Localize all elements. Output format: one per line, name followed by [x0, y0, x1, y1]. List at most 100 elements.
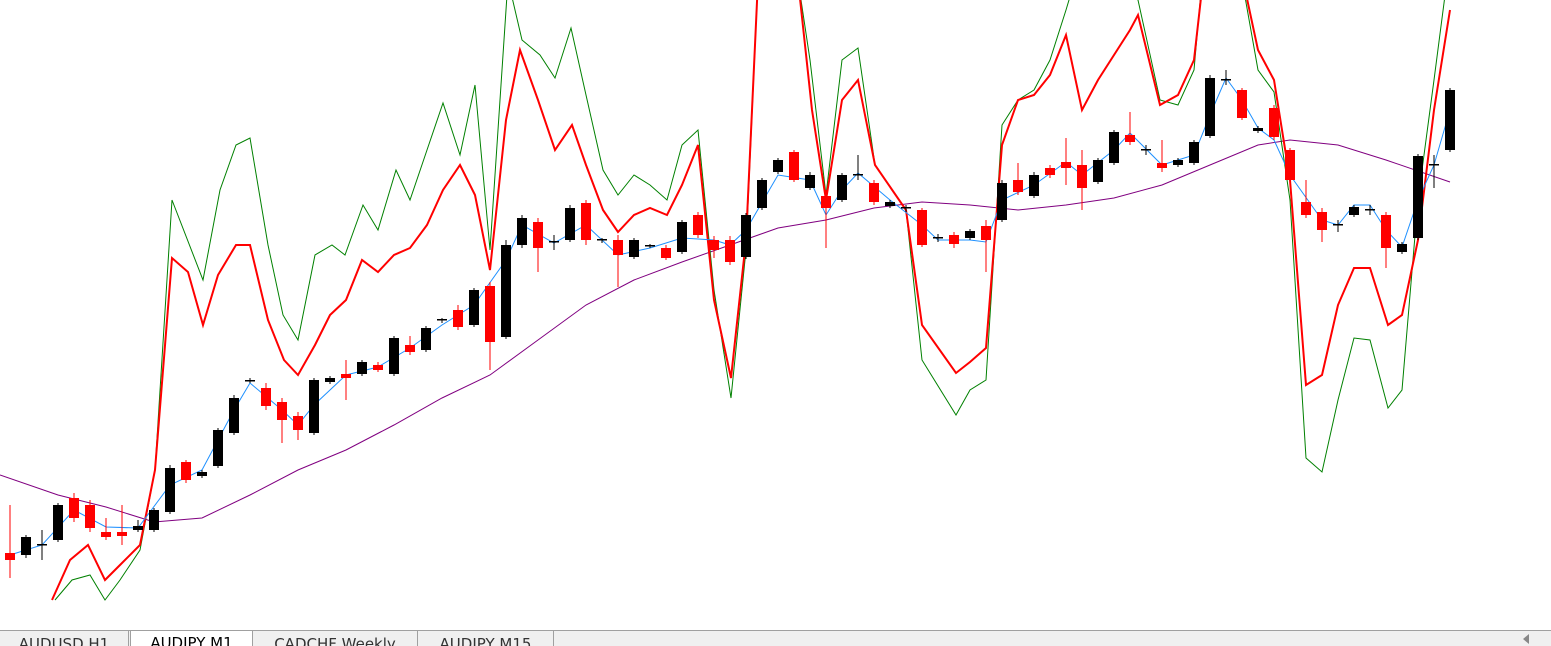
candle-body: [709, 240, 719, 250]
candle-body: [1077, 165, 1087, 188]
candle-body: [1221, 79, 1231, 81]
symbol-tab[interactable]: AUDJPY,M15: [418, 631, 554, 646]
candle-body: [325, 378, 335, 382]
candle-body: [885, 202, 895, 206]
symbol-tab[interactable]: AUDJPY,M1: [130, 631, 253, 646]
candle-body: [37, 544, 47, 546]
candle-body: [485, 286, 495, 342]
candle-body: [1173, 160, 1183, 165]
candle-body: [277, 402, 287, 420]
candle-body: [741, 215, 751, 257]
candle-body: [1237, 90, 1247, 118]
candle-body: [421, 328, 431, 350]
candle-body: [773, 160, 783, 172]
candle-body: [629, 240, 639, 257]
candle-body: [725, 240, 735, 262]
candle-body: [869, 183, 879, 202]
candle-body: [1445, 90, 1455, 150]
candle-body: [1285, 150, 1295, 180]
candle-body: [821, 196, 831, 208]
scroll-left-arrow[interactable]: [1523, 634, 1529, 644]
candle-body: [1413, 156, 1423, 238]
candle-body: [1205, 78, 1215, 136]
candle-body: [917, 210, 927, 245]
candle-body: [181, 462, 191, 480]
candle-body: [501, 245, 511, 337]
candle-body: [1269, 108, 1279, 137]
candle-body: [1381, 215, 1391, 248]
candle-body: [789, 152, 799, 180]
candle-body: [53, 505, 63, 540]
candle-body: [1301, 202, 1311, 215]
candle-body: [21, 537, 31, 555]
candle-body: [1061, 162, 1071, 168]
candle-body: [645, 245, 655, 247]
candle-body: [389, 338, 399, 374]
candle-body: [133, 526, 143, 530]
candle-body: [549, 241, 559, 243]
price-chart: [0, 0, 1455, 601]
candle-body: [597, 239, 607, 241]
candle-body: [565, 208, 575, 240]
candle-body: [1349, 207, 1359, 215]
candle-body: [517, 218, 527, 245]
candle-body: [965, 231, 975, 238]
candle-body: [949, 235, 959, 244]
candle-body: [1093, 160, 1103, 182]
candle-body: [85, 505, 95, 528]
candle-body: [581, 203, 591, 240]
candle-body: [1333, 224, 1343, 226]
candle-body: [213, 430, 223, 466]
candle-body: [757, 180, 767, 208]
symbol-tab[interactable]: AUDUSD,H1: [0, 631, 129, 646]
candle-body: [69, 498, 79, 518]
candle-body: [805, 175, 815, 188]
indicator-line: [9, 76, 1451, 556]
candle-body: [693, 215, 703, 235]
candle-body: [437, 319, 447, 321]
candle-body: [117, 532, 127, 536]
candle-body: [101, 532, 111, 537]
candle-body: [229, 398, 239, 433]
candle-body: [1429, 164, 1439, 166]
tab-bar: AUDUSD,H1 AUDJPY,M1 CADCHF,Weekly AUDJPY,M1…: [0, 630, 1551, 646]
candle-body: [1317, 212, 1327, 230]
candle-body: [309, 380, 319, 433]
candle-body: [357, 362, 367, 374]
candle-body: [1029, 175, 1039, 196]
candle-body: [1109, 132, 1119, 163]
candle-body: [997, 183, 1007, 220]
candle-body: [613, 240, 623, 255]
candle-body: [853, 174, 863, 176]
candle-body: [981, 226, 991, 240]
candle-body: [165, 468, 175, 512]
symbol-tab[interactable]: CADCHF,Weekly: [253, 631, 418, 646]
plot-area: [0, 0, 1455, 601]
candle-body: [197, 472, 207, 476]
candle-body: [1189, 142, 1199, 163]
candle-body: [405, 345, 415, 352]
candle-body: [901, 207, 911, 209]
candle-body: [261, 388, 271, 406]
indicator-line: [54, 0, 1445, 601]
indicator-line: [51, 0, 1451, 601]
candle-body: [933, 237, 943, 239]
candle-body: [837, 175, 847, 200]
candle-body: [1365, 209, 1375, 211]
candle-body: [1141, 149, 1151, 151]
candle-body: [149, 510, 159, 530]
candle-body: [1157, 163, 1167, 168]
candle-body: [533, 222, 543, 248]
candle-body: [293, 416, 303, 430]
candle-body: [469, 290, 479, 325]
candle-body: [1013, 180, 1023, 192]
candle-body: [661, 248, 671, 258]
candle-body: [245, 380, 255, 382]
candle-body: [373, 365, 383, 370]
candle-body: [5, 553, 15, 560]
candle-body: [341, 374, 351, 378]
candle-body: [677, 222, 687, 252]
candle-body: [453, 310, 463, 327]
candle-body: [1397, 244, 1407, 252]
